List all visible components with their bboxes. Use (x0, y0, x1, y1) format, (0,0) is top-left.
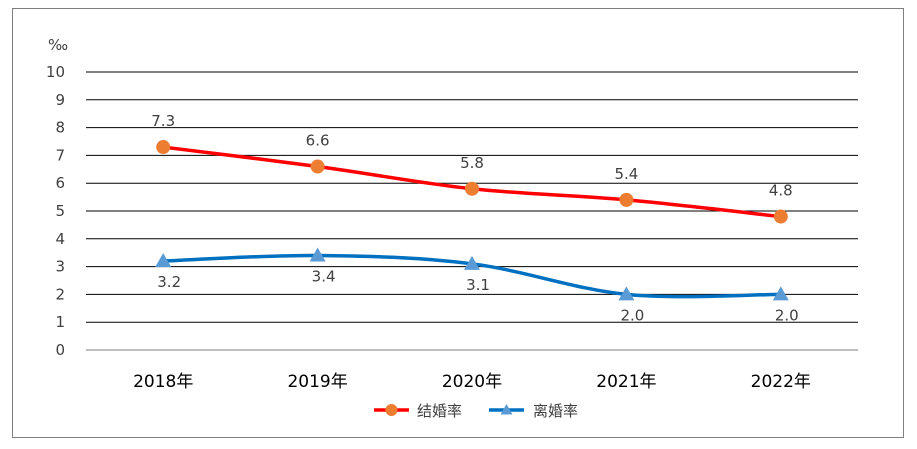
y-tick-label: 10 (46, 63, 65, 81)
y-tick-label: 9 (55, 91, 65, 109)
y-tick-label: 8 (55, 119, 65, 137)
x-axis-ticks: 2018年 2019年 2020年 2021年 2022年 (133, 372, 811, 392)
data-labels: 7.3 6.6 5.8 5.4 4.8 3.2 3.4 3.1 2.0 2.0 (151, 112, 798, 324)
data-point (309, 247, 326, 262)
data-point (465, 181, 479, 196)
y-tick-label: 6 (55, 174, 65, 192)
data-label: 5.4 (614, 165, 638, 183)
y-tick-label: 4 (55, 230, 65, 248)
data-point (464, 255, 480, 270)
data-point (773, 209, 788, 224)
data-point (155, 253, 172, 268)
data-label: 7.3 (151, 112, 175, 130)
data-label: 3.1 (466, 276, 490, 294)
y-axis-unit: ‰ (48, 36, 68, 54)
data-point (156, 140, 171, 155)
y-tick-label: 0 (55, 341, 65, 359)
x-tick-label: 2022年 (751, 372, 811, 392)
data-label: 2.0 (775, 306, 799, 324)
data-label: 2.0 (620, 306, 644, 324)
data-label: 5.8 (460, 154, 484, 172)
y-tick-label: 3 (55, 258, 65, 276)
data-point (618, 286, 635, 301)
data-label: 4.8 (769, 182, 793, 200)
chart-frame (12, 8, 904, 438)
data-label: 3.4 (312, 267, 336, 285)
y-tick-label: 1 (55, 313, 65, 331)
y-tick-label: 5 (55, 202, 65, 220)
data-point (310, 159, 325, 174)
legend-label: 结婚率 (417, 402, 462, 420)
y-tick-label: 2 (55, 285, 65, 303)
x-tick-label: 2018年 (133, 372, 193, 392)
y-axis-ticks: 0 1 2 3 4 5 6 7 8 9 10 (46, 63, 65, 359)
legend: 结婚率 离婚率 (374, 402, 578, 420)
series-markers (155, 140, 789, 301)
data-label: 6.6 (306, 132, 330, 150)
data-point (772, 286, 789, 301)
legend-label: 离婚率 (533, 402, 578, 420)
x-tick-label: 2021年 (596, 372, 656, 392)
data-label: 3.2 (157, 273, 181, 291)
legend-marker (385, 404, 398, 416)
data-point (619, 192, 634, 207)
x-tick-label: 2020年 (442, 372, 502, 392)
gridlines (86, 71, 858, 351)
x-tick-label: 2019年 (287, 372, 347, 392)
y-tick-label: 7 (55, 146, 65, 164)
legend-marker (500, 404, 513, 415)
